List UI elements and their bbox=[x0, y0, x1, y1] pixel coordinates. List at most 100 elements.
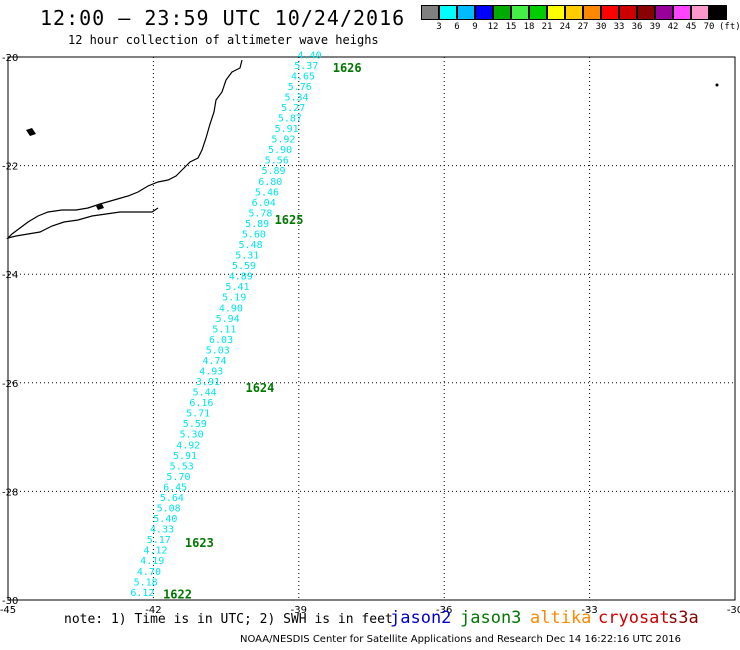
swh-value: 5.64 bbox=[160, 493, 184, 504]
swh-value: 4.19 bbox=[140, 556, 164, 567]
swh-value: 6.45 bbox=[163, 482, 187, 493]
swh-value: 5.91 bbox=[275, 124, 299, 135]
satellite-altika: altika bbox=[530, 608, 592, 628]
scale-label: 12 bbox=[487, 22, 499, 32]
y-tick-label: -28 bbox=[2, 487, 18, 498]
swh-value: 6.12 bbox=[130, 588, 154, 599]
scale-swatch bbox=[511, 5, 529, 20]
swh-value: 5.70 bbox=[166, 472, 190, 483]
swh-value: 5.89 bbox=[261, 166, 285, 177]
satellite-cryosat: cryosat bbox=[598, 608, 670, 628]
swh-value: 5.71 bbox=[186, 409, 210, 420]
swh-value: 5.40 bbox=[153, 514, 177, 525]
scale-swatch bbox=[691, 5, 709, 20]
swh-value: 4.40 bbox=[298, 50, 322, 61]
pass-label: 1622 bbox=[163, 588, 192, 602]
swh-value: 5.59 bbox=[232, 261, 256, 272]
swh-value: 5.44 bbox=[193, 388, 217, 399]
swh-value: 4.70 bbox=[137, 567, 161, 578]
swh-value: 4.92 bbox=[176, 440, 200, 451]
scale-swatch bbox=[475, 5, 493, 20]
swh-value: 5.30 bbox=[180, 430, 204, 441]
swh-value: 5.90 bbox=[268, 145, 292, 156]
scale-label: 45 bbox=[685, 22, 697, 32]
swh-value: 3.91 bbox=[196, 377, 220, 388]
x-tick-label: -33 bbox=[581, 605, 597, 616]
swh-value: 4.65 bbox=[291, 71, 315, 82]
scale-label: 70 bbox=[703, 22, 715, 32]
satellite-s3a: s3a bbox=[668, 608, 699, 628]
swh-value: 5.53 bbox=[170, 461, 194, 472]
swh-value: 4.33 bbox=[150, 525, 174, 536]
scale-label: 9 bbox=[472, 22, 478, 32]
scale-swatch bbox=[601, 5, 619, 20]
swh-value: 5.11 bbox=[212, 324, 236, 335]
pass-label: 1625 bbox=[275, 213, 304, 227]
x-tick-label: -30 bbox=[727, 605, 740, 616]
island bbox=[96, 204, 104, 210]
note-text: note: 1) Time is in UTC; 2) SWH is in fe… bbox=[64, 612, 393, 627]
swh-value: 6.04 bbox=[252, 198, 276, 209]
satellite-jason3: jason3 bbox=[460, 608, 522, 628]
swh-value: 5.27 bbox=[281, 103, 305, 114]
swh-value: 6.03 bbox=[209, 335, 233, 346]
swh-value: 5.94 bbox=[216, 314, 240, 325]
y-tick-label: -22 bbox=[2, 162, 18, 173]
swh-value: 5.91 bbox=[173, 451, 197, 462]
swh-value: 5.08 bbox=[157, 504, 181, 515]
scale-label: 3 bbox=[436, 22, 442, 32]
scale-label: 36 bbox=[631, 22, 643, 32]
scale-unit: (ft) bbox=[719, 22, 740, 32]
swh-value: 5.76 bbox=[288, 82, 312, 93]
scale-label: 30 bbox=[595, 22, 607, 32]
swh-value: 5.60 bbox=[242, 229, 266, 240]
swh-value: 5.41 bbox=[225, 282, 249, 293]
scale-swatch bbox=[547, 5, 565, 20]
scale-swatch bbox=[673, 5, 691, 20]
scale-label: 27 bbox=[577, 22, 589, 32]
scale-swatch bbox=[421, 5, 439, 20]
island bbox=[26, 128, 36, 136]
swh-value: 5.87 bbox=[278, 114, 302, 125]
swh-value: 5.19 bbox=[222, 293, 246, 304]
scale-label: 15 bbox=[505, 22, 517, 32]
satellite-jason2: jason2 bbox=[390, 608, 452, 628]
scale-swatch bbox=[457, 5, 475, 20]
map-subtitle: 12 hour collection of altimeter wave hei… bbox=[68, 33, 379, 47]
scale-swatch bbox=[655, 5, 673, 20]
scale-swatch bbox=[709, 5, 727, 20]
x-tick-label: -36 bbox=[436, 605, 452, 616]
pass-label: 1626 bbox=[333, 61, 362, 75]
swh-value: 5.48 bbox=[239, 240, 263, 251]
scale-swatch bbox=[565, 5, 583, 20]
x-tick-label: -42 bbox=[145, 605, 161, 616]
swh-value: 5.37 bbox=[294, 61, 318, 72]
swh-value: 6.80 bbox=[258, 177, 282, 188]
swh-value: 5.92 bbox=[271, 135, 295, 146]
swh-value: 5.56 bbox=[265, 156, 289, 167]
swh-value: 5.03 bbox=[206, 345, 230, 356]
coastline bbox=[6, 59, 243, 240]
swh-value: 4.90 bbox=[219, 303, 243, 314]
scale-label: 6 bbox=[454, 22, 460, 32]
scale-label: 39 bbox=[649, 22, 661, 32]
swh-value: 4.12 bbox=[143, 546, 167, 557]
swh-value: 4.93 bbox=[199, 367, 223, 378]
swh-value: 5.46 bbox=[255, 187, 279, 198]
swh-value: 5.59 bbox=[183, 419, 207, 430]
footer-credit: NOAA/NESDIS Center for Satellite Applica… bbox=[240, 634, 682, 645]
x-tick-label: -39 bbox=[291, 605, 307, 616]
swh-value: 5.89 bbox=[245, 219, 269, 230]
swh-value: 5.17 bbox=[147, 535, 171, 546]
island bbox=[715, 83, 719, 87]
pass-label: 1624 bbox=[245, 381, 274, 395]
map-frame bbox=[7, 56, 736, 601]
scale-swatch bbox=[583, 5, 601, 20]
map-title: 12:00 – 23:59 UTC 10/24/2016 bbox=[40, 6, 406, 30]
y-tick-label: -30 bbox=[2, 596, 18, 607]
scale-label: 42 bbox=[667, 22, 679, 32]
scale-label: 18 bbox=[523, 22, 535, 32]
swh-value: 6.16 bbox=[189, 398, 213, 409]
swh-value: 4.74 bbox=[202, 356, 226, 367]
